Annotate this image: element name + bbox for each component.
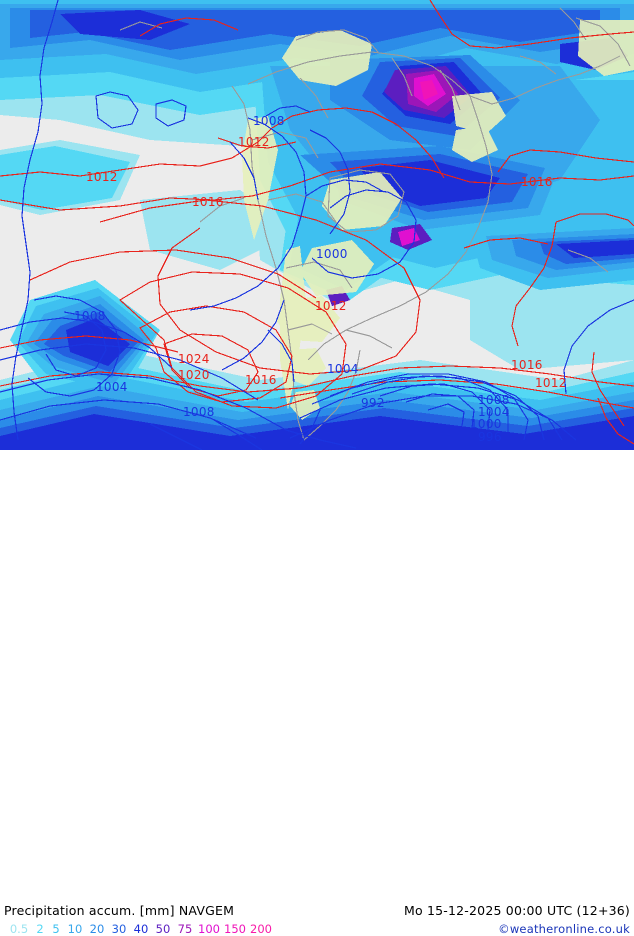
legend-stop-50: 50 bbox=[155, 922, 171, 936]
isobar-label: 1024 bbox=[178, 352, 210, 366]
isobar-label: 1004 bbox=[327, 362, 359, 376]
isobars-high bbox=[0, 0, 634, 445]
legend-stop-150: 150 bbox=[224, 922, 246, 936]
legend-stop-75: 75 bbox=[177, 922, 193, 936]
isobar-label: 992 bbox=[361, 396, 385, 410]
isobar-label: 1012 bbox=[238, 135, 270, 149]
isobar-label: 1008 bbox=[478, 393, 510, 407]
legend-stop-5: 5 bbox=[52, 922, 60, 936]
model-run-timestamp: Mo 15-12-2025 00:00 UTC (12+36) bbox=[403, 903, 630, 918]
legend-stop-0.5: 0.5 bbox=[9, 922, 29, 936]
legend-stop-200: 200 bbox=[250, 922, 272, 936]
isobar-label: 1020 bbox=[178, 368, 210, 382]
isobar-label: 1016 bbox=[192, 195, 224, 209]
isobar-label: 1016 bbox=[245, 373, 277, 387]
coastline-layer bbox=[119, 7, 631, 441]
map-canvas[interactable]: 1008 1012 1012 1016 1016 1000 1008 1012 … bbox=[0, 0, 634, 450]
legend-stop-30: 30 bbox=[111, 922, 127, 936]
precipitation-legend: 0.5 2 5 10 20 30 40 50 75 100 150 200 bbox=[6, 922, 274, 936]
isobar-label: 1012 bbox=[86, 170, 118, 184]
isobar-label: 1004 bbox=[478, 405, 510, 419]
legend-stop-10: 10 bbox=[67, 922, 83, 936]
isobar-label: 1000 bbox=[316, 247, 348, 261]
isobars-low bbox=[0, 0, 634, 450]
isobar-label: 1016 bbox=[511, 358, 543, 372]
copyright-notice: ©weatheronline.co.uk bbox=[498, 922, 630, 936]
isobar-label: 1004 bbox=[96, 380, 128, 394]
isobar-label: 996 bbox=[478, 430, 502, 444]
map-graphics bbox=[0, 0, 634, 450]
chart-title: Precipitation accum. [mm] NAVGEM bbox=[4, 903, 235, 918]
isobar-label: 1008 bbox=[253, 114, 285, 128]
isobar-label: 1008 bbox=[183, 405, 215, 419]
legend-stop-100: 100 bbox=[198, 922, 220, 936]
isobar-label: 1012 bbox=[535, 376, 567, 390]
isobar-label: 1000 bbox=[470, 417, 502, 431]
isobar-label: 1008 bbox=[74, 309, 106, 323]
legend-stop-40: 40 bbox=[133, 922, 149, 936]
isobar-label: 1016 bbox=[521, 175, 553, 189]
isobar-label: 1012 bbox=[315, 299, 347, 313]
legend-stop-2: 2 bbox=[36, 922, 44, 936]
legend-stop-20: 20 bbox=[89, 922, 105, 936]
footer-bar: Precipitation accum. [mm] NAVGEM Mo 15-1… bbox=[0, 450, 634, 935]
